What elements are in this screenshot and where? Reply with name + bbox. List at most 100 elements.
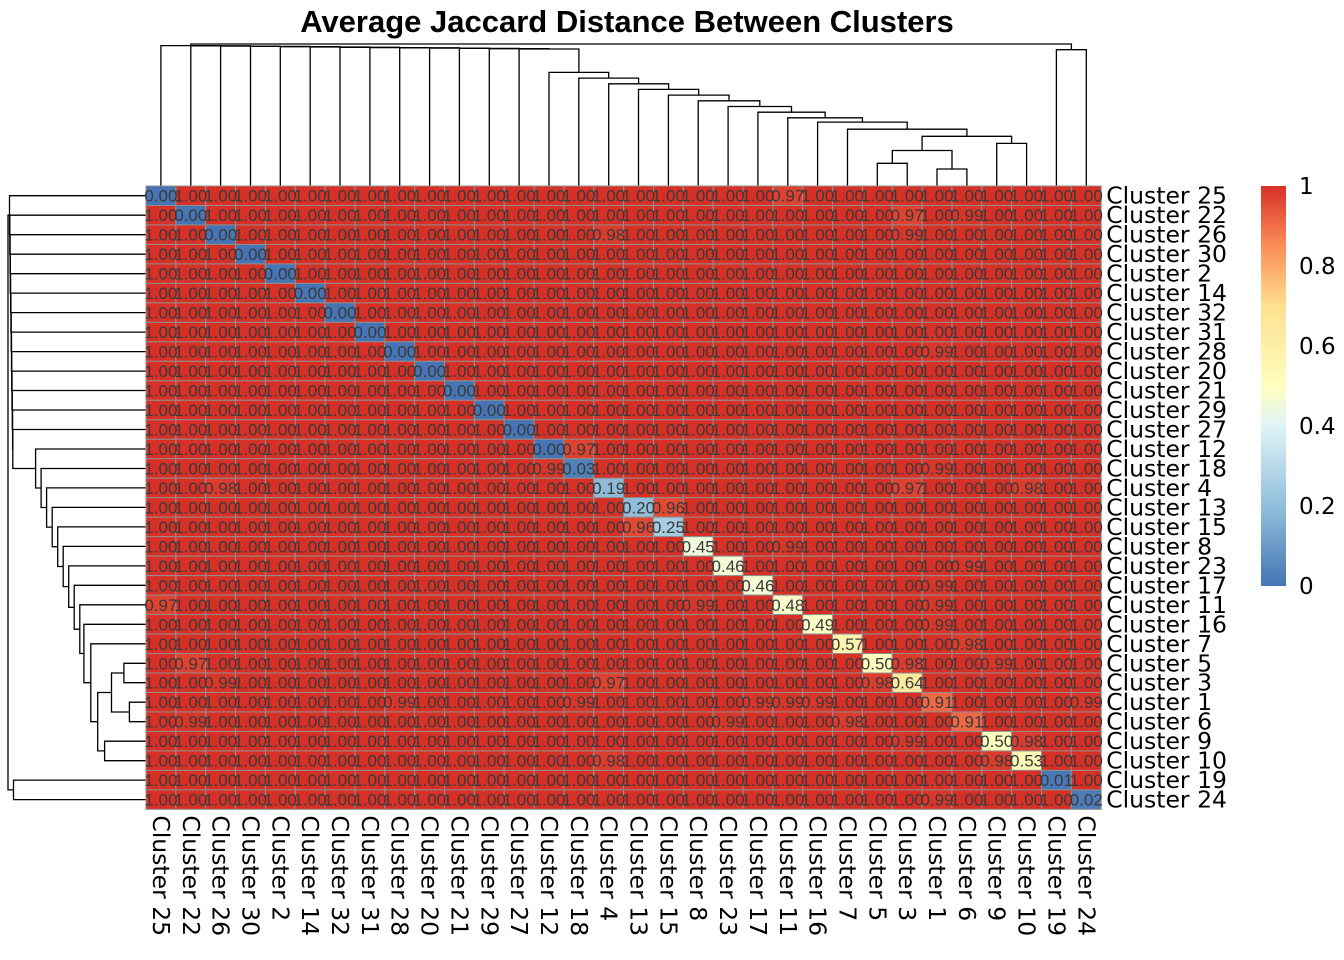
cell-value-label: 1.00 bbox=[712, 343, 745, 362]
cell-value-label: 1.00 bbox=[323, 596, 356, 615]
cell-value-label: 0.00 bbox=[353, 323, 386, 342]
cell-value-label: 1.00 bbox=[712, 518, 745, 537]
cell-value-label: 1.00 bbox=[204, 382, 237, 401]
cell-value-label: 1.00 bbox=[353, 713, 386, 732]
cell-value-label: 1.00 bbox=[891, 421, 924, 440]
cell-value-label: 1.00 bbox=[294, 343, 327, 362]
cell-value-label: 1.00 bbox=[741, 440, 774, 459]
cell-value-label: 1.00 bbox=[413, 635, 446, 654]
cell-value-label: 1.00 bbox=[144, 284, 177, 303]
cell-value-label: 1.00 bbox=[473, 362, 506, 381]
cell-value-label: 1.00 bbox=[234, 635, 267, 654]
cell-value-label: 1.00 bbox=[1010, 576, 1043, 595]
cell-value-label: 1.00 bbox=[204, 615, 237, 634]
cell-value-label: 1.00 bbox=[950, 245, 983, 264]
cell-value-label: 1.00 bbox=[144, 537, 177, 556]
cell-value-label: 1.00 bbox=[861, 226, 894, 245]
cell-value-label: 1.00 bbox=[622, 635, 655, 654]
cell-value-label: 1.00 bbox=[473, 791, 506, 810]
cell-value-label: 1.00 bbox=[294, 479, 327, 498]
cell-value-label: 1.00 bbox=[592, 421, 625, 440]
cell-value-label: 1.00 bbox=[264, 421, 297, 440]
cell-value-label: 1.00 bbox=[204, 557, 237, 576]
cell-value-label: 1.00 bbox=[682, 343, 715, 362]
cell-value-label: 1.00 bbox=[532, 382, 565, 401]
cell-value-label: 1.00 bbox=[264, 615, 297, 634]
cell-value-label: 1.00 bbox=[204, 498, 237, 517]
cell-value-label: 1.00 bbox=[980, 771, 1013, 790]
cell-value-label: 0.97 bbox=[771, 187, 804, 206]
cell-value-label: 0.50 bbox=[861, 654, 894, 673]
cell-value-label: 1.00 bbox=[891, 323, 924, 342]
cell-value-label: 1.00 bbox=[174, 323, 207, 342]
cell-value-label: 1.00 bbox=[652, 323, 685, 342]
cell-value-label: 1.00 bbox=[1070, 206, 1103, 225]
cell-value-label: 1.00 bbox=[891, 635, 924, 654]
column-label: Cluster 12 bbox=[535, 815, 563, 936]
cell-value-label: 1.00 bbox=[861, 382, 894, 401]
cell-value-label: 1.00 bbox=[323, 479, 356, 498]
cell-value-label: 1.00 bbox=[294, 265, 327, 284]
cell-value-label: 1.00 bbox=[353, 752, 386, 771]
cell-value-label: 1.00 bbox=[383, 713, 416, 732]
cell-value-label: 1.00 bbox=[771, 440, 804, 459]
cell-value-label: 1.00 bbox=[144, 576, 177, 595]
cell-value-label: 1.00 bbox=[861, 459, 894, 478]
cell-value-label: 1.00 bbox=[712, 206, 745, 225]
cell-value-label: 1.00 bbox=[264, 226, 297, 245]
cell-value-label: 0.98 bbox=[1010, 732, 1043, 751]
cell-value-label: 1.00 bbox=[204, 304, 237, 323]
cell-value-label: 1.00 bbox=[323, 226, 356, 245]
cell-value-label: 1.00 bbox=[801, 440, 834, 459]
cell-value-label: 1.00 bbox=[174, 226, 207, 245]
cell-value-label: 1.00 bbox=[204, 401, 237, 420]
cell-value-label: 1.00 bbox=[294, 557, 327, 576]
cell-value-label: 1.00 bbox=[1070, 557, 1103, 576]
cell-value-label: 0.97 bbox=[174, 654, 207, 673]
cell-value-label: 0.99 bbox=[532, 459, 565, 478]
cell-value-label: 1.00 bbox=[622, 440, 655, 459]
cell-value-label: 1.00 bbox=[204, 537, 237, 556]
cell-value-label: 1.00 bbox=[413, 771, 446, 790]
cell-value-label: 1.00 bbox=[801, 206, 834, 225]
column-label: Cluster 26 bbox=[207, 815, 235, 936]
dendrogram-branch bbox=[110, 672, 130, 713]
cell-value-label: 1.00 bbox=[383, 245, 416, 264]
cell-value-label: 1.00 bbox=[712, 304, 745, 323]
cell-value-label: 1.00 bbox=[771, 752, 804, 771]
cell-value-label: 1.00 bbox=[473, 343, 506, 362]
cell-value-label: 1.00 bbox=[473, 382, 506, 401]
cell-value-label: 1.00 bbox=[204, 245, 237, 264]
cell-value-label: 1.00 bbox=[1010, 245, 1043, 264]
cell-value-label: 1.00 bbox=[801, 674, 834, 693]
cell-value-label: 1.00 bbox=[771, 284, 804, 303]
cell-value-label: 1.00 bbox=[801, 459, 834, 478]
cell-value-label: 1.00 bbox=[532, 615, 565, 634]
cell-value-label: 1.00 bbox=[1010, 226, 1043, 245]
cell-value-label: 1.00 bbox=[682, 401, 715, 420]
cell-value-label: 1.00 bbox=[831, 557, 864, 576]
cell-value-label: 1.00 bbox=[1010, 265, 1043, 284]
cell-value-label: 1.00 bbox=[264, 752, 297, 771]
cell-value-label: 1.00 bbox=[383, 382, 416, 401]
cell-value-label: 1.00 bbox=[443, 596, 476, 615]
cell-value-label: 1.00 bbox=[503, 226, 536, 245]
cell-value-label: 1.00 bbox=[294, 771, 327, 790]
cell-value-label: 1.00 bbox=[712, 635, 745, 654]
cell-value-label: 1.00 bbox=[144, 654, 177, 673]
dendrogram-branch bbox=[73, 584, 146, 630]
cell-value-label: 1.00 bbox=[950, 479, 983, 498]
cell-value-label: 0.96 bbox=[622, 518, 655, 537]
cell-value-label: 1.00 bbox=[503, 576, 536, 595]
cell-value-label: 1.00 bbox=[383, 576, 416, 595]
cell-value-label: 1.00 bbox=[622, 654, 655, 673]
cell-value-label: 1.00 bbox=[383, 674, 416, 693]
column-label: Cluster 17 bbox=[744, 815, 772, 936]
cell-value-label: 1.00 bbox=[920, 537, 953, 556]
cell-value-label: 1.00 bbox=[1070, 674, 1103, 693]
cell-value-label: 1.00 bbox=[592, 362, 625, 381]
cell-value-label: 1.00 bbox=[1070, 343, 1103, 362]
cell-value-label: 1.00 bbox=[413, 498, 446, 517]
cell-value-label: 1.00 bbox=[891, 693, 924, 712]
cell-value-label: 1.00 bbox=[413, 187, 446, 206]
